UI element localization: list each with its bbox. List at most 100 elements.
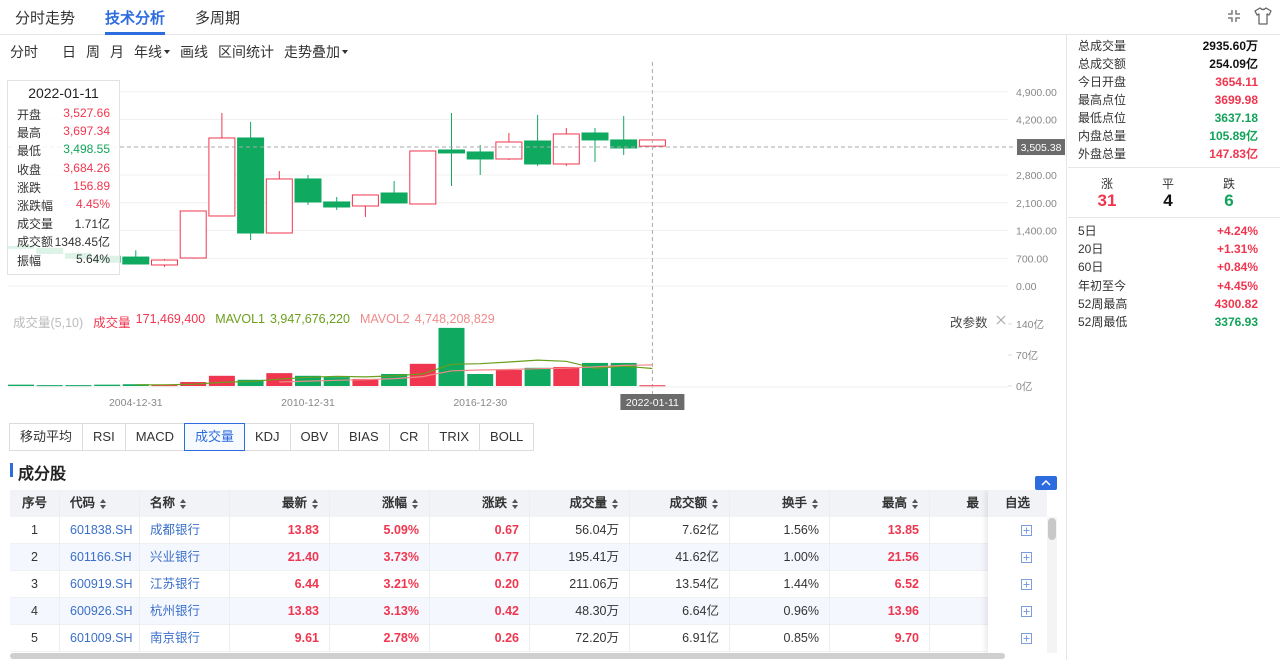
- candle-body: [351, 194, 379, 207]
- y-tick-label: 0亿: [1016, 380, 1032, 393]
- table-cell: 1: [10, 517, 60, 544]
- v-scrollbar-thumb[interactable]: [1048, 518, 1056, 540]
- return-label: 20日: [1078, 242, 1104, 257]
- sort-icon: [712, 498, 719, 509]
- column-header[interactable]: 最新: [230, 490, 330, 517]
- return-row: 20日 +1.31%: [1078, 240, 1258, 258]
- column-header[interactable]: 成交额: [630, 490, 730, 517]
- collapse-icon[interactable]: [1226, 8, 1242, 24]
- add-watch-box: [1021, 579, 1032, 590]
- add-watch-icon[interactable]: [1021, 579, 1032, 590]
- toolbar-item[interactable]: 画线: [180, 42, 208, 62]
- toolbar-item[interactable]: 区间统计: [218, 42, 274, 62]
- table-row[interactable]: [10, 571, 1047, 598]
- table-cell: 0.42: [430, 598, 530, 625]
- column-title: 成交量: [569, 496, 607, 510]
- chart: 0.00 700.00 1,400.00 2,100.00 2,800.00 4,200.…: [7, 62, 1065, 410]
- nav-tab[interactable]: 多周期: [195, 10, 241, 27]
- toolbar-item[interactable]: 年线: [134, 42, 170, 62]
- candle-body: [265, 178, 293, 234]
- breadth-label: 涨: [1100, 177, 1113, 191]
- table-row[interactable]: [10, 517, 1047, 544]
- indicator-tab[interactable]: TRIX: [428, 423, 481, 451]
- column-header[interactable]: 名称: [140, 490, 230, 517]
- add-watch-icon[interactable]: [1021, 552, 1032, 563]
- dropdown-caret: [342, 50, 348, 54]
- skin-icon[interactable]: [1253, 6, 1273, 26]
- add-watch-icon[interactable]: [1021, 525, 1032, 536]
- ma-line: [135, 359, 653, 386]
- tooltip-value: 1.71亿: [74, 217, 110, 232]
- sort-icon: [612, 498, 619, 509]
- volume-bar: [639, 385, 666, 387]
- add-watch-plus: [1023, 635, 1030, 642]
- x-label-box: [620, 394, 685, 410]
- sort-icon: [100, 498, 107, 509]
- panel-divider: [1068, 217, 1280, 218]
- indicator-tab[interactable]: CR: [388, 423, 430, 451]
- y-tick-label: 2,800.00: [1016, 170, 1057, 182]
- column-header[interactable]: 代码: [60, 490, 140, 517]
- tooltip-label: 成交量: [17, 217, 54, 232]
- table-cell: 48.30万: [530, 598, 630, 625]
- indicator-tab[interactable]: 移动平均: [9, 423, 84, 451]
- column-header[interactable]: 涨幅: [330, 490, 430, 517]
- column-title: 名称: [150, 496, 176, 510]
- table-cell: 2: [10, 544, 60, 571]
- table-cell: 3.13%: [330, 598, 430, 625]
- return-label: 5日: [1078, 224, 1097, 238]
- add-watch-icon[interactable]: [1021, 606, 1032, 617]
- candle-body: [581, 132, 609, 141]
- tooltip-value: 5.64%: [75, 251, 110, 266]
- stat-label: 总成交量: [1078, 39, 1127, 53]
- column-header: 最: [930, 490, 990, 517]
- settings-link[interactable]: 改参数: [950, 316, 988, 330]
- candle-body: [179, 210, 207, 259]
- tooltip-label: 最高: [17, 126, 42, 141]
- table-cell: 6.44: [230, 571, 330, 598]
- indicator-tab[interactable]: MACD: [124, 423, 185, 451]
- volume-bar: [553, 366, 580, 386]
- column-header[interactable]: 涨跌: [430, 490, 530, 517]
- indicator-tab[interactable]: BOLL: [479, 423, 535, 451]
- close-icon[interactable]: [996, 315, 1006, 325]
- indicator-tab[interactable]: RSI: [82, 423, 126, 451]
- collapse-button[interactable]: [1035, 476, 1057, 490]
- legend-value: 171,469,400: [135, 312, 206, 326]
- y-tick-label: 1,400.00: [1016, 226, 1057, 238]
- table-row[interactable]: [10, 544, 1047, 571]
- table-row[interactable]: [10, 625, 1047, 652]
- toolbar-item[interactable]: 日: [62, 42, 76, 62]
- indicator-tab[interactable]: OBV: [289, 423, 340, 451]
- toolbar-label: 走势叠加: [284, 44, 340, 60]
- toolbar-item[interactable]: 周: [86, 42, 100, 62]
- table-row[interactable]: [10, 598, 1047, 625]
- table-cell: 41.62亿: [630, 544, 730, 571]
- nav-tab[interactable]: 技术分析: [105, 7, 166, 35]
- nav-tab[interactable]: 分时走势: [15, 10, 76, 27]
- column-header[interactable]: 成交量: [530, 490, 630, 517]
- table-cell: 1.44%: [730, 571, 830, 598]
- volume-legend: 成交量(5,10) 成交量 171,469,400 MAVOL1 3,947,676,2…: [13, 312, 495, 331]
- stat-value: 3654.11: [1215, 75, 1258, 89]
- volume-bar: [151, 385, 178, 387]
- volume-bar: [409, 363, 436, 386]
- table-cell: 600926.SH: [60, 598, 140, 625]
- indicator-tab[interactable]: KDJ: [243, 423, 291, 451]
- add-watch-icon[interactable]: [1021, 633, 1032, 644]
- tooltip: 2022-01-11 开盘 3,527.66 最高 3,697.34 最低 3,498.55…: [7, 80, 120, 275]
- toolbar-item[interactable]: 走势叠加: [284, 42, 348, 62]
- indicator-tab[interactable]: BIAS: [338, 423, 390, 451]
- volume-bar: [495, 370, 522, 386]
- h-scrollbar[interactable]: [10, 653, 1005, 659]
- column-header[interactable]: 最高: [830, 490, 930, 517]
- toolbar-item[interactable]: 分时: [10, 42, 38, 62]
- volume-title: 成交量(5,10): [13, 316, 84, 330]
- toolbar-item[interactable]: 月: [110, 42, 124, 62]
- y-tick-label: 2,100.00: [1016, 198, 1057, 210]
- indicator-tab[interactable]: 成交量: [183, 423, 245, 451]
- add-watch-box: [1021, 606, 1032, 617]
- table-cell: 7.62亿: [630, 517, 730, 544]
- column-header[interactable]: 换手: [730, 490, 830, 517]
